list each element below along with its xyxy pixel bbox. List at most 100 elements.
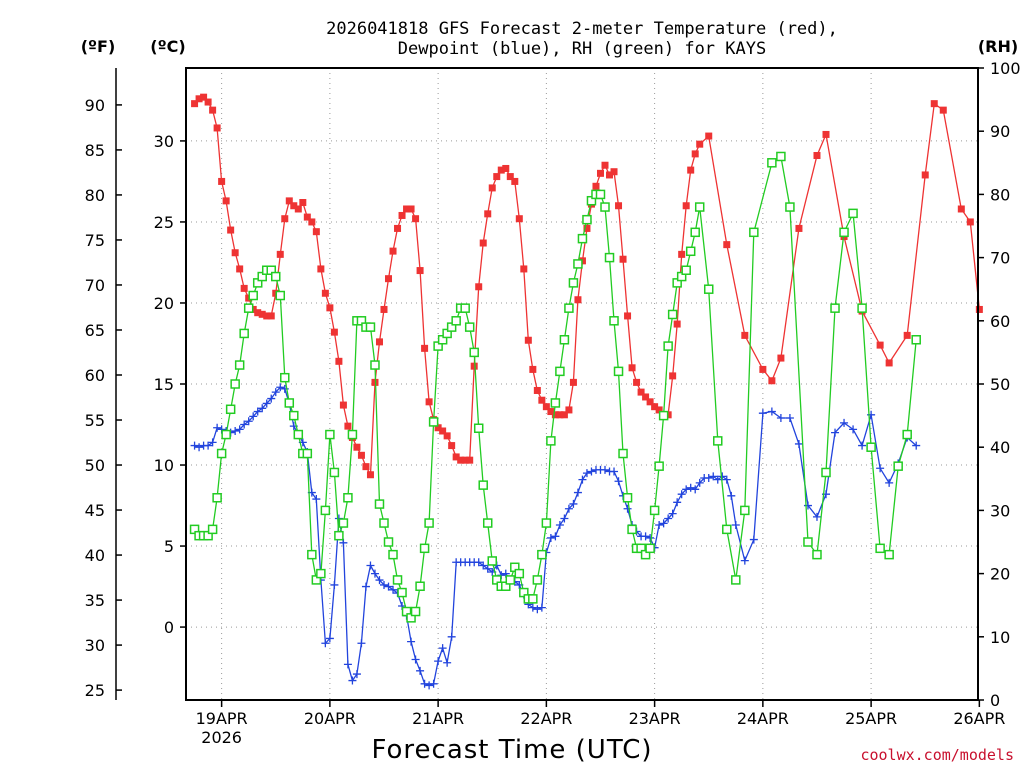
temperature-point	[312, 228, 320, 236]
temperature-point	[403, 205, 411, 213]
temperature-point	[493, 173, 501, 181]
rh-point	[555, 366, 565, 377]
fahrenheit-tick-label: 25	[85, 681, 105, 700]
dewpoint-point	[646, 533, 655, 542]
dewpoint-point	[551, 532, 560, 541]
dewpoint-point	[858, 441, 867, 450]
dewpoint-point	[569, 499, 578, 508]
temperature-point	[723, 241, 731, 249]
rh-point	[424, 518, 434, 528]
chart-title-line-1: 2026041818 GFS Forecast 2-meter Temperat…	[326, 19, 838, 39]
temperature-point	[921, 171, 929, 179]
dewpoint-point	[691, 485, 700, 494]
rh-point	[307, 549, 317, 560]
temperature-point	[966, 218, 974, 226]
temperature-point	[957, 205, 965, 213]
temperature-point	[511, 177, 519, 185]
rh-point	[505, 575, 516, 585]
rh-point	[528, 594, 538, 604]
rh-point	[564, 303, 574, 313]
temperature-point	[538, 396, 546, 404]
dewpoint-point	[416, 666, 425, 675]
temperature-point	[876, 341, 884, 349]
temperature-point	[258, 310, 266, 318]
rh-point	[776, 151, 786, 162]
rh-point	[622, 493, 633, 503]
dewpoint-point	[677, 490, 686, 499]
rh-point	[654, 461, 664, 471]
dewpoint-point	[578, 475, 587, 484]
rh-point	[383, 537, 394, 547]
dewpoint-point	[573, 488, 582, 497]
x-tick-label: 20APR	[304, 709, 356, 728]
rh-point	[812, 549, 822, 560]
dewpoint-point	[330, 580, 339, 589]
rh-point	[582, 214, 592, 225]
dewpoint-point	[749, 535, 758, 544]
series-layer	[189, 93, 983, 690]
rh-point	[884, 549, 894, 560]
rh-point	[609, 316, 619, 326]
temperature-point	[457, 456, 465, 464]
fahrenheit-tick-label: 40	[85, 546, 105, 565]
dewpoint-point	[380, 580, 388, 589]
dewpoint-point	[267, 394, 276, 403]
temperature-point	[939, 106, 947, 114]
temperature-point	[619, 255, 627, 263]
celsius-tick-label: 15	[154, 375, 174, 394]
rh-point	[627, 524, 637, 535]
temperature-point	[651, 403, 659, 411]
dewpoint-point	[443, 658, 452, 667]
temperature-point	[407, 205, 415, 213]
temperature-point	[475, 283, 483, 291]
temperature-point	[813, 152, 821, 160]
dewpoint-point	[704, 473, 713, 482]
rh-point	[271, 271, 281, 282]
dewpoint-point	[240, 420, 249, 429]
dewpoint-point	[253, 407, 262, 416]
rh-point	[649, 505, 660, 516]
temperature-point	[466, 456, 474, 464]
fahrenheit-unit-label: (ºF)	[81, 37, 116, 56]
rh-point	[713, 436, 723, 446]
grid-layer	[186, 68, 978, 700]
temperature-point	[669, 372, 677, 380]
temperature-point	[741, 331, 749, 339]
rh-point	[370, 360, 380, 370]
rh-point	[248, 290, 258, 301]
temperature-point	[628, 364, 636, 372]
temperature-point	[569, 378, 577, 386]
rh-point	[839, 227, 849, 238]
rh-point	[866, 442, 876, 452]
temperature-point	[606, 171, 614, 179]
temperature-point	[624, 312, 632, 320]
temperature-point	[520, 265, 528, 273]
dewpoint-point	[555, 520, 564, 529]
temperature-point	[200, 93, 208, 101]
plot-frame	[185, 67, 979, 701]
dewpoint-point	[258, 404, 267, 413]
temperature-point	[655, 406, 663, 414]
temperature-point	[339, 401, 347, 409]
temperature-point	[394, 224, 402, 232]
rh-point	[275, 290, 286, 301]
rh-point	[334, 530, 344, 541]
rh-point	[379, 518, 389, 528]
temperature-point	[795, 224, 803, 232]
rh-point	[230, 379, 240, 389]
credit-link[interactable]: coolwx.com/models	[860, 746, 1014, 764]
rh-point	[911, 335, 921, 345]
rh-point	[663, 341, 673, 351]
rh-point	[749, 227, 759, 238]
dewpoint-point	[709, 472, 718, 481]
temperature-point	[633, 378, 641, 386]
temperature-point	[317, 265, 325, 273]
dewpoint-point	[195, 443, 204, 452]
dewpoint-point	[262, 399, 271, 408]
rh-point	[740, 505, 750, 516]
dewpoint-point	[438, 644, 447, 653]
dewpoint-point	[564, 504, 573, 513]
fahrenheit-tick-label: 70	[85, 276, 105, 295]
dewpoint-point	[664, 514, 673, 523]
rh-point	[600, 202, 610, 212]
